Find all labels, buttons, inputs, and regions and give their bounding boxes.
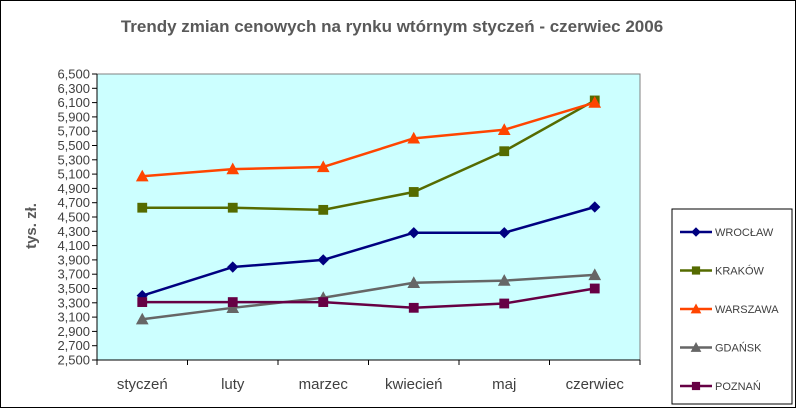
- legend-label: KRAKÓW: [715, 265, 765, 278]
- data-point: [588, 268, 602, 281]
- legend: [671, 208, 793, 405]
- y-tick-label: 3,300: [57, 295, 90, 310]
- y-tick-label: 4,300: [57, 224, 90, 239]
- series-warszawa: [135, 96, 602, 182]
- y-tick-label: 3,900: [57, 252, 90, 267]
- legend-item: GDAŃSK: [680, 342, 762, 355]
- y-tick-label: 3,500: [57, 281, 90, 296]
- data-point: [408, 302, 419, 313]
- x-axis: styczeń luty marzec kwiecień maj czerwiec: [96, 359, 641, 393]
- legend-item: WROCŁAW: [680, 227, 774, 239]
- legend-marker: [691, 266, 701, 275]
- x-tick-label: luty: [221, 376, 245, 393]
- data-point: [318, 204, 329, 215]
- series-line: [141, 205, 596, 297]
- x-tick-label: marzec: [299, 376, 349, 393]
- data-point: [227, 297, 238, 307]
- data-point: [499, 298, 510, 309]
- data-point: [318, 297, 329, 307]
- data-point: [407, 131, 421, 144]
- data-point: [499, 146, 510, 157]
- series-group: [135, 95, 602, 325]
- y-tick-label: 5,900: [57, 109, 90, 124]
- y-tick-label: 4,100: [57, 238, 90, 253]
- data-point: [497, 274, 511, 286]
- data-point: [227, 202, 238, 213]
- data-point: [589, 283, 600, 294]
- data-point: [498, 227, 510, 239]
- y-tick-label: 4,700: [57, 195, 90, 210]
- legend-label: WARSZAWA: [715, 304, 779, 316]
- y-tick-label: 4,500: [57, 210, 90, 225]
- data-point: [317, 254, 329, 266]
- data-point: [408, 187, 419, 197]
- y-tick-label: 3,100: [57, 310, 90, 325]
- y-tick-label: 6,500: [57, 67, 90, 82]
- data-point: [135, 169, 149, 182]
- y-tick-label: 5,100: [57, 167, 90, 182]
- legend-label: POZNAŃ: [715, 380, 761, 393]
- x-tick-label: maj: [492, 376, 516, 393]
- series-line: [142, 99, 596, 212]
- y-tick-label: 6,100: [57, 95, 90, 110]
- y-tick-label: 5,700: [57, 124, 90, 139]
- data-point: [226, 162, 240, 175]
- data-point: [227, 261, 239, 273]
- legend-label: GDAŃSK: [715, 342, 762, 355]
- series-wrocław: [136, 201, 601, 302]
- legend-items: WROCŁAW KRAKÓW WARSZAWA GDAŃSK POZNAŃ: [680, 227, 779, 393]
- y-axis-label: tys. zł.: [23, 203, 40, 249]
- data-point: [316, 160, 330, 173]
- data-point: [137, 297, 148, 307]
- legend-marker: [691, 381, 701, 391]
- data-point: [226, 301, 240, 313]
- legend-item: WARSZAWA: [680, 303, 779, 316]
- y-tick-label: 4,900: [57, 181, 90, 196]
- y-tick-label: 2,700: [57, 338, 90, 353]
- legend-item: KRAKÓW: [680, 265, 765, 278]
- data-point: [408, 227, 420, 239]
- data-point: [588, 96, 602, 108]
- chart-title: Trendy zmian cenowych na rynku wtórnym s…: [121, 17, 663, 36]
- x-tick-label: czerwiec: [566, 376, 625, 393]
- legend-item: POZNAŃ: [680, 380, 761, 393]
- y-tick-label: 6,300: [57, 81, 90, 96]
- series-line: [142, 273, 595, 321]
- data-point: [589, 201, 601, 213]
- legend-marker: [690, 341, 702, 352]
- data-point: [407, 276, 421, 288]
- y-tick-label: 3,700: [57, 267, 90, 282]
- y-tick-label: 5,500: [57, 138, 90, 153]
- series-line: [142, 287, 595, 310]
- series-poznań: [137, 283, 600, 313]
- data-point: [137, 202, 148, 213]
- legend-label: WROCŁAW: [715, 227, 774, 239]
- y-tick-label: 5,300: [57, 152, 90, 167]
- x-tick-label: kwiecień: [385, 376, 443, 393]
- y-axis: 2,5002,7002,9003,1003,3003,5003,7003,900…: [57, 67, 98, 368]
- legend-marker: [691, 227, 701, 237]
- y-tick-label: 2,500: [57, 353, 90, 368]
- x-tick-label: styczeń: [117, 376, 168, 393]
- data-point: [497, 123, 511, 135]
- series-line: [142, 101, 596, 178]
- y-tick-label: 2,900: [57, 324, 90, 339]
- legend-marker: [690, 303, 702, 314]
- data-point: [135, 312, 149, 325]
